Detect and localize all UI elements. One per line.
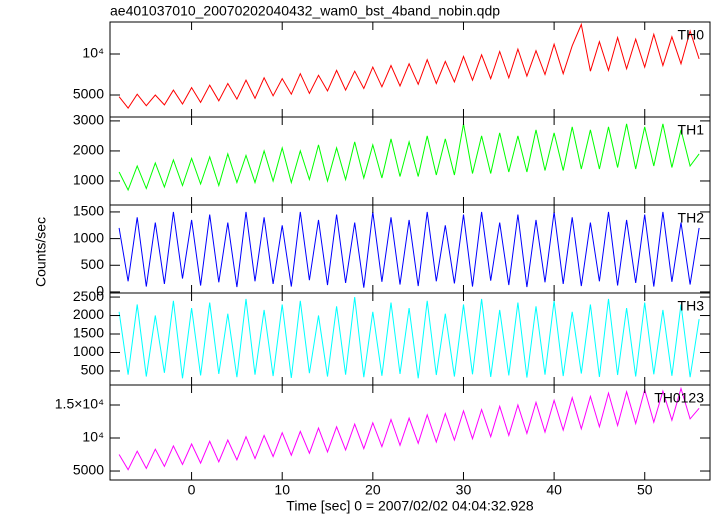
data-line — [118, 123, 700, 192]
chart-title: ae401037010_20070202040432_wam0_bst_4ban… — [110, 3, 500, 19]
y-tick-label: 1000 — [73, 229, 104, 245]
panel-label: TH1 — [678, 122, 705, 138]
y-tick-label: 1000 — [73, 343, 104, 359]
panel-frame — [109, 384, 711, 481]
y-tick-label: 500 — [81, 362, 105, 378]
y-axis-label: Counts/sec — [33, 217, 49, 287]
y-tick-label: 5000 — [73, 462, 104, 478]
y-tick-label: 2500 — [73, 288, 104, 304]
y-tick-label: 1.5×10⁴ — [55, 396, 104, 412]
x-tick-label: 0 — [188, 482, 196, 498]
data-line — [118, 22, 700, 109]
data-line — [118, 297, 700, 379]
panel-label: TH3 — [678, 298, 705, 314]
x-tick-label: 20 — [365, 482, 381, 498]
data-line — [118, 386, 700, 471]
y-tick-label: 2000 — [73, 142, 104, 158]
panel-label: TH0 — [678, 27, 705, 43]
y-tick-label: 2000 — [73, 306, 104, 322]
x-axis-label: Time [sec] 0 = 2007/02/02 04:04:32.928 — [286, 498, 534, 514]
data-line — [118, 211, 700, 288]
panel-label: TH2 — [678, 210, 705, 226]
y-tick-label: 0 — [96, 283, 104, 299]
x-tick-label: 10 — [274, 482, 290, 498]
y-tick-label: 10⁴ — [82, 429, 104, 445]
y-tick-label: 3000 — [73, 112, 104, 128]
y-tick-label: 5000 — [73, 86, 104, 102]
x-tick-label: 40 — [546, 482, 562, 498]
y-tick-label: 1500 — [73, 203, 104, 219]
y-tick-label: 500 — [81, 256, 105, 272]
x-tick-label: 50 — [637, 482, 653, 498]
y-tick-label: 1500 — [73, 325, 104, 341]
x-tick-label: 30 — [456, 482, 472, 498]
panel-label: TH0123 — [654, 390, 704, 406]
y-tick-label: 1000 — [73, 172, 104, 188]
y-tick-label: 10⁴ — [82, 45, 104, 61]
